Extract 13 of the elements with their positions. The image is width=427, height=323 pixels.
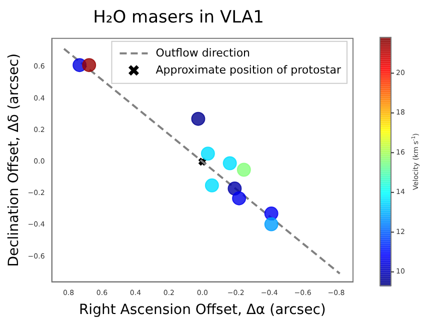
x-axis-title: Right Ascension Offset, Δα (arcsec) xyxy=(78,302,326,318)
point xyxy=(264,217,278,232)
point xyxy=(191,112,206,126)
point xyxy=(232,191,246,206)
legend-label: Outflow direction xyxy=(156,46,250,60)
point xyxy=(204,178,219,192)
point xyxy=(236,162,251,177)
point xyxy=(222,156,237,170)
point xyxy=(82,58,96,72)
y-axis-title: Declination Offset, Δδ (arcsec) xyxy=(6,53,22,267)
legend-label: Approximate position of protostar xyxy=(156,63,342,76)
chart-title: H₂O masers in VLA1 xyxy=(93,8,264,28)
point xyxy=(200,146,215,161)
